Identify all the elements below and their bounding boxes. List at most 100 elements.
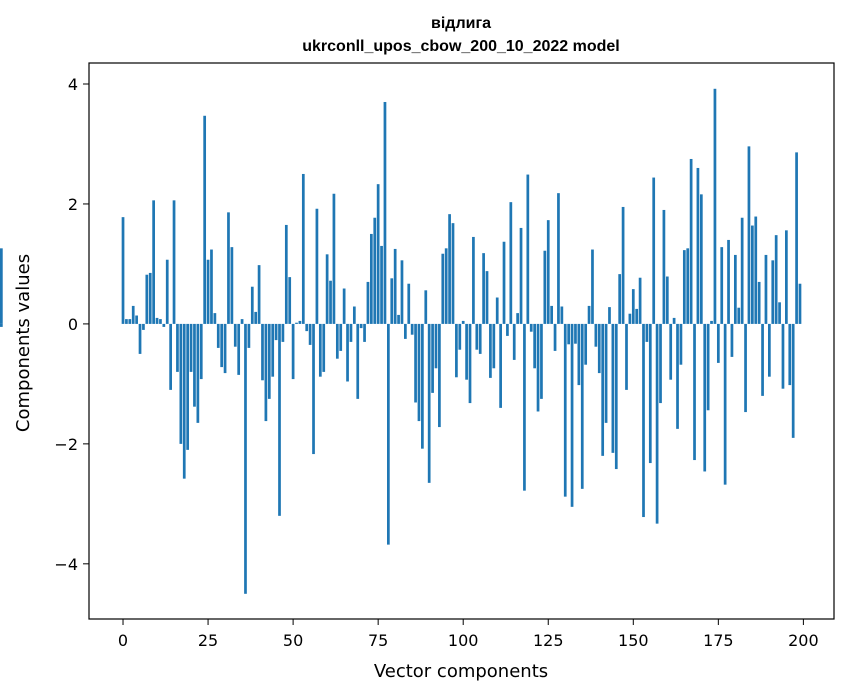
bar-38 xyxy=(250,286,254,324)
bar-186 xyxy=(754,216,758,324)
bar-87 xyxy=(417,323,421,422)
x-tick-label: 75 xyxy=(368,631,388,650)
bar-191 xyxy=(771,260,775,324)
bar-139 xyxy=(594,323,598,347)
bar-155 xyxy=(648,323,652,464)
bar-78 xyxy=(387,323,390,545)
bar-4 xyxy=(135,315,138,324)
bar-1 xyxy=(125,319,128,324)
bar-39 xyxy=(254,311,258,324)
bar-162 xyxy=(672,317,676,324)
bar-57 xyxy=(315,208,319,324)
x-tick-label: 0 xyxy=(118,631,128,650)
bar-28 xyxy=(216,323,220,348)
y-tick-label: 2 xyxy=(68,195,78,214)
bar-133 xyxy=(574,323,577,344)
y-tick-label: 4 xyxy=(68,75,78,94)
bar-81 xyxy=(397,314,400,324)
bar-198 xyxy=(795,152,798,324)
bar-104 xyxy=(475,323,479,350)
bar-149 xyxy=(628,313,632,324)
x-tick-label: 175 xyxy=(703,631,734,650)
bar-61 xyxy=(329,280,332,324)
bar-90 xyxy=(427,323,431,483)
bar-68 xyxy=(352,306,356,324)
bar-76 xyxy=(380,245,383,324)
bar-170 xyxy=(699,194,703,324)
bar-161 xyxy=(669,323,673,380)
x-tick-label: 50 xyxy=(283,631,303,650)
bar-5 xyxy=(138,323,142,354)
bars-group xyxy=(0,88,802,594)
bar-74 xyxy=(373,217,377,324)
bar-2 xyxy=(128,319,132,324)
chart-title-line1: відлига xyxy=(431,15,491,32)
bar-84 xyxy=(407,283,411,324)
bar-60 xyxy=(325,254,329,324)
bar-31 xyxy=(227,212,230,324)
bar-71 xyxy=(363,323,366,342)
bar-111 xyxy=(499,323,502,408)
bar-106 xyxy=(482,253,485,324)
bar-63 xyxy=(335,323,339,359)
bar-54 xyxy=(305,323,309,332)
bar-56 xyxy=(312,323,315,455)
bar-156 xyxy=(652,177,656,324)
bar-99 xyxy=(458,323,462,350)
bar-7 xyxy=(145,274,149,324)
bar-131 xyxy=(567,323,571,345)
bar-116 xyxy=(516,313,519,324)
bar-65 xyxy=(342,288,346,324)
bar-182 xyxy=(740,217,744,324)
bar-144 xyxy=(611,323,615,453)
bar-88 xyxy=(421,323,424,449)
bar-26 xyxy=(210,249,213,324)
bar-142 xyxy=(604,323,608,423)
bar-52 xyxy=(298,320,302,324)
bar-199 xyxy=(798,283,802,324)
bar-55 xyxy=(308,323,312,345)
bar-154 xyxy=(645,323,649,342)
bar-125 xyxy=(546,220,550,324)
bar-69 xyxy=(356,323,360,399)
bar-34 xyxy=(237,323,241,375)
bar-130 xyxy=(563,323,567,497)
bar-169 xyxy=(696,167,700,324)
bar-188 xyxy=(761,323,764,396)
bar-40 xyxy=(257,265,261,324)
bar-70 xyxy=(359,323,363,329)
bar-100 xyxy=(461,320,465,324)
x-tick-label: 100 xyxy=(448,631,479,650)
bar-46 xyxy=(278,323,281,516)
bar-151 xyxy=(635,308,639,324)
bar-59 xyxy=(322,323,326,372)
bar-127 xyxy=(553,323,557,351)
bar-180 xyxy=(733,254,737,324)
bar-145 xyxy=(614,323,618,470)
bar-75 xyxy=(376,184,380,324)
bar-8 xyxy=(148,272,152,324)
bar-89 xyxy=(424,290,428,324)
bar-3 xyxy=(131,305,135,324)
bar-140 xyxy=(597,323,601,374)
bar-110 xyxy=(495,297,499,324)
bar-122 xyxy=(536,323,540,412)
bar-193 xyxy=(778,302,781,324)
bar-143 xyxy=(608,307,611,324)
bar-183 xyxy=(744,323,747,413)
bar-82 xyxy=(400,260,404,324)
bar-30 xyxy=(223,323,227,374)
bar-124 xyxy=(543,250,547,324)
bar-15 xyxy=(172,200,176,324)
x-tick-label: 125 xyxy=(533,631,564,650)
bar-22 xyxy=(196,323,200,423)
bar-64 xyxy=(339,323,343,351)
x-tick-label: 200 xyxy=(788,631,819,650)
bar-12 xyxy=(162,323,166,327)
y-tick-label: −2 xyxy=(54,435,78,454)
bar-25 xyxy=(206,259,210,324)
bar-53 xyxy=(301,173,305,324)
bar-36 xyxy=(244,323,247,594)
bar-179 xyxy=(730,323,734,357)
bar-19 xyxy=(186,323,190,450)
